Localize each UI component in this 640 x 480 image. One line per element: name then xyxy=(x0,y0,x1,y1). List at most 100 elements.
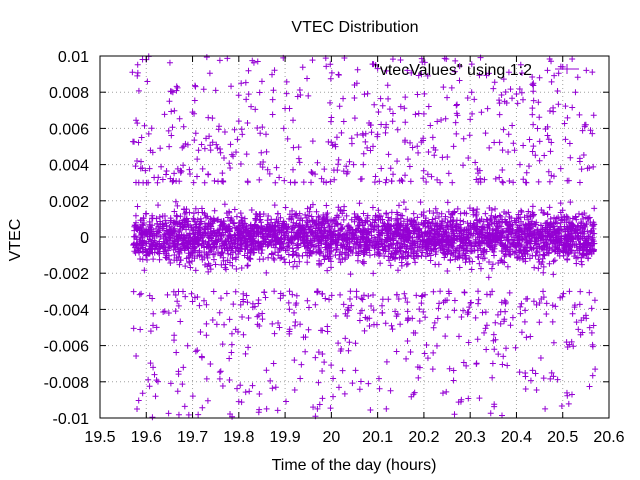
data-point xyxy=(428,173,435,180)
data-point xyxy=(204,225,211,232)
data-point xyxy=(242,350,249,357)
data-point xyxy=(328,114,335,121)
data-point xyxy=(586,289,593,296)
data-point xyxy=(147,360,154,367)
data-point xyxy=(217,295,224,302)
data-point xyxy=(488,265,495,272)
data-point xyxy=(591,297,598,304)
data-point xyxy=(297,91,304,98)
y-tick-label: 0.006 xyxy=(49,121,89,138)
data-point xyxy=(420,167,427,174)
data-point xyxy=(501,235,508,242)
data-point xyxy=(568,338,575,345)
data-point xyxy=(444,223,451,230)
data-point xyxy=(461,227,468,234)
data-point xyxy=(396,254,403,261)
data-point xyxy=(254,313,261,320)
data-point xyxy=(460,218,467,225)
data-point xyxy=(271,67,278,74)
data-point xyxy=(184,342,191,349)
data-point xyxy=(282,223,289,230)
data-point xyxy=(150,232,157,239)
data-point xyxy=(451,307,458,314)
data-point xyxy=(378,165,385,172)
data-point xyxy=(322,295,329,302)
data-point xyxy=(372,236,379,243)
data-point xyxy=(404,308,411,315)
data-point xyxy=(575,210,582,217)
data-point xyxy=(564,255,571,262)
data-point xyxy=(438,210,445,217)
data-point xyxy=(239,217,246,224)
data-point xyxy=(546,178,553,185)
data-point xyxy=(297,222,304,229)
data-point xyxy=(496,212,503,219)
data-point xyxy=(360,228,367,235)
data-point xyxy=(284,234,291,241)
data-point xyxy=(435,261,442,268)
data-point xyxy=(472,225,479,232)
data-point xyxy=(393,348,400,355)
data-point xyxy=(303,221,310,228)
data-point xyxy=(483,237,490,244)
data-point xyxy=(552,243,559,250)
data-point xyxy=(447,250,454,257)
data-point xyxy=(186,231,193,238)
data-point xyxy=(139,234,146,241)
data-point xyxy=(389,56,396,63)
data-point xyxy=(438,117,445,124)
data-point xyxy=(531,264,538,271)
data-point xyxy=(369,204,376,211)
data-point xyxy=(324,232,331,239)
data-point xyxy=(299,237,306,244)
data-point xyxy=(473,209,480,216)
data-point xyxy=(477,245,484,252)
data-point xyxy=(413,252,420,259)
data-point xyxy=(555,70,562,77)
data-point xyxy=(256,391,263,398)
y-axis-label: VTEC xyxy=(7,219,24,262)
data-point xyxy=(446,365,453,372)
data-point xyxy=(198,353,205,360)
data-point xyxy=(485,221,492,228)
data-point xyxy=(171,252,178,259)
data-point xyxy=(266,227,273,234)
data-point xyxy=(345,347,352,354)
data-point xyxy=(173,87,180,94)
data-point xyxy=(346,339,353,346)
data-point xyxy=(567,154,574,161)
data-point xyxy=(161,212,168,219)
data-point xyxy=(590,221,597,228)
data-point xyxy=(559,216,566,223)
x-tick-label: 19.7 xyxy=(177,429,208,446)
data-point xyxy=(413,292,420,299)
data-point xyxy=(304,205,311,212)
data-point xyxy=(393,240,400,247)
data-point xyxy=(592,366,599,373)
data-point xyxy=(551,72,558,79)
data-point xyxy=(420,110,427,117)
data-point xyxy=(395,296,402,303)
data-point xyxy=(284,135,291,142)
data-point xyxy=(404,243,411,250)
data-point xyxy=(215,216,222,223)
data-point xyxy=(203,301,210,308)
data-point xyxy=(227,141,234,148)
data-point xyxy=(498,299,505,306)
data-point xyxy=(457,244,464,251)
data-point xyxy=(350,244,357,251)
data-point xyxy=(379,226,386,233)
data-point xyxy=(367,407,374,414)
data-point xyxy=(171,170,178,177)
data-point xyxy=(552,228,559,235)
data-point xyxy=(323,202,330,209)
data-point xyxy=(229,255,236,262)
data-point xyxy=(324,328,331,335)
data-point xyxy=(247,255,254,262)
data-point xyxy=(405,235,412,242)
data-point xyxy=(411,255,418,262)
data-point xyxy=(357,236,364,243)
data-point xyxy=(411,389,418,396)
data-point xyxy=(383,176,390,183)
data-point xyxy=(327,258,334,265)
